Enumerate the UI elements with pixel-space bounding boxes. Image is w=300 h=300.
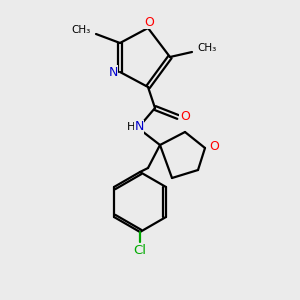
Text: N: N	[134, 121, 144, 134]
Text: N: N	[108, 65, 118, 79]
Text: Cl: Cl	[134, 244, 146, 256]
Text: CH₃: CH₃	[72, 25, 91, 35]
Text: O: O	[180, 110, 190, 122]
Text: O: O	[144, 16, 154, 28]
Text: O: O	[209, 140, 219, 152]
Text: CH₃: CH₃	[197, 43, 216, 53]
Text: H: H	[127, 122, 135, 132]
